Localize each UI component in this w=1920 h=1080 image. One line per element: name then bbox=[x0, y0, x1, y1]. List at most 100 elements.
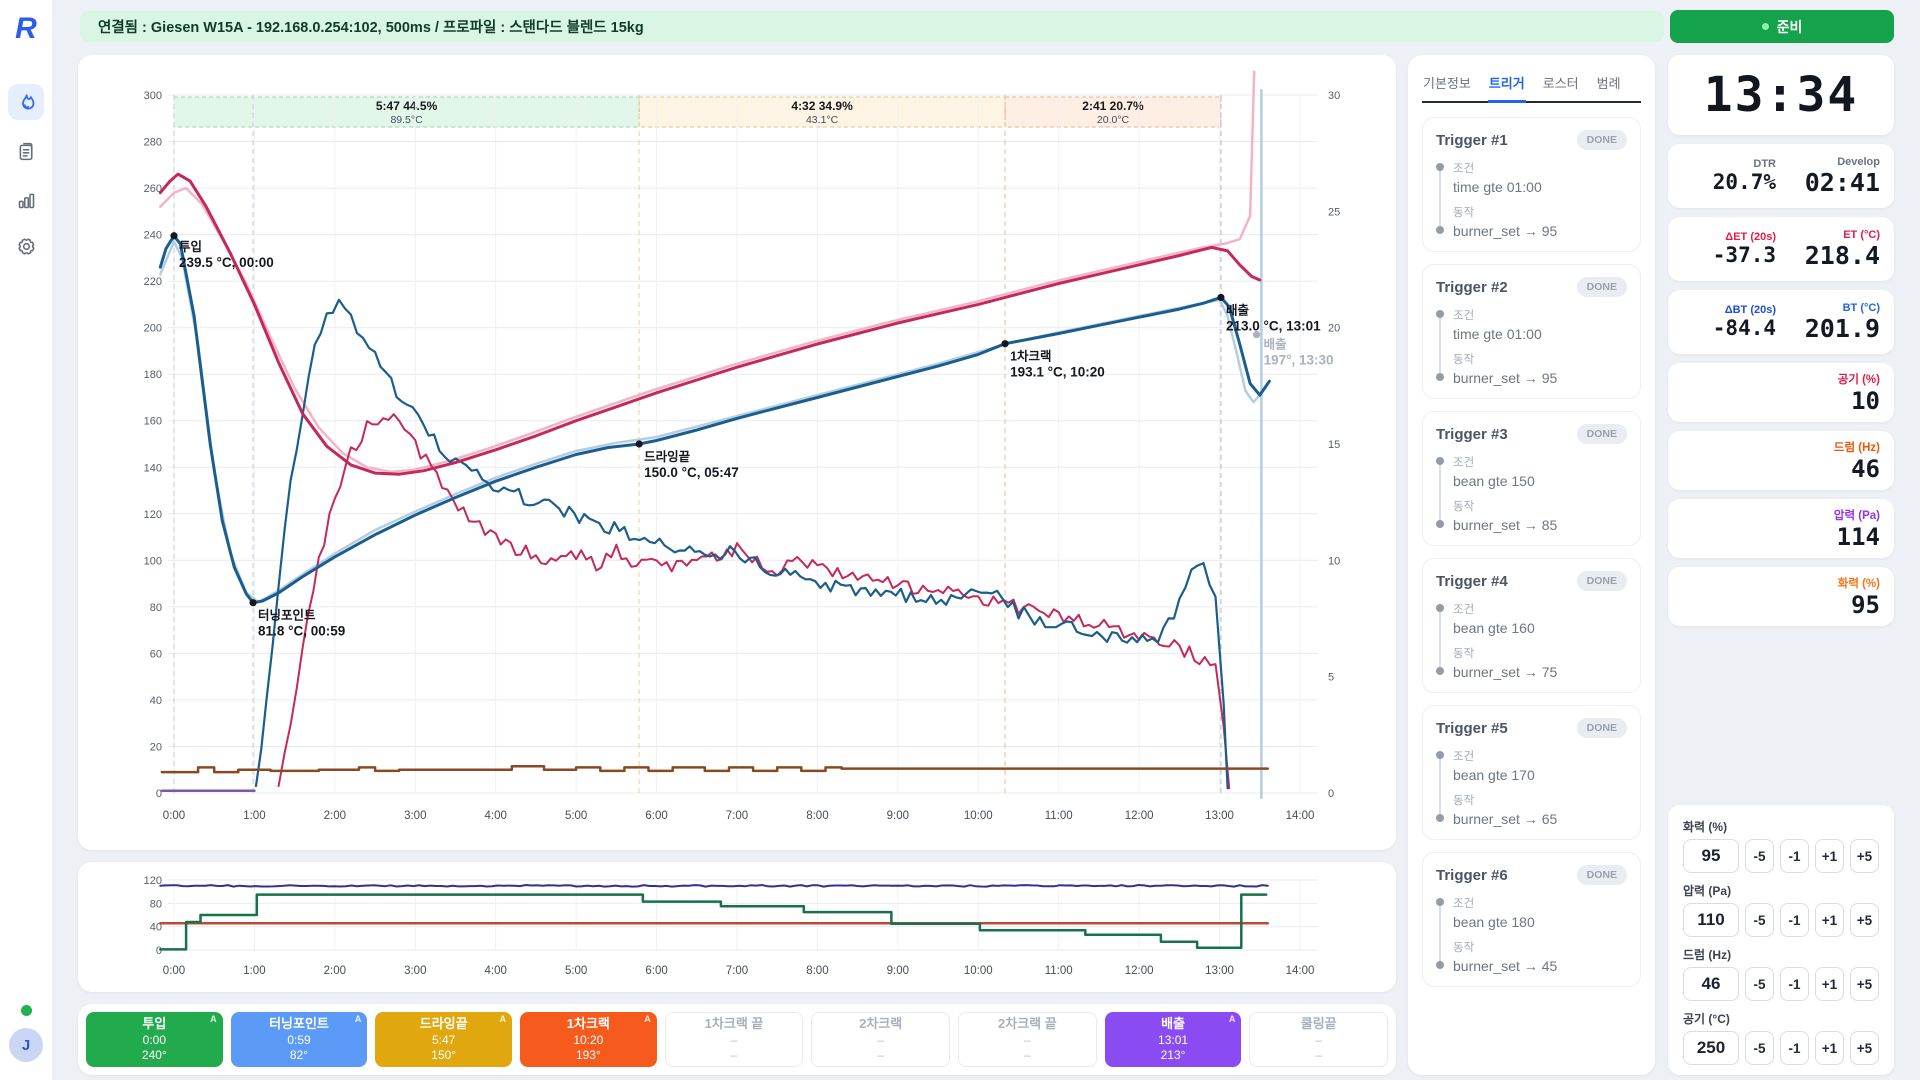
metric-label: Develop bbox=[1837, 155, 1880, 168]
control-step-button[interactable]: -1 bbox=[1780, 967, 1809, 1001]
control-history-chart[interactable]: 0 40 80 120 0:00 1:00 2:00 3:00 4:00 5:00 6:00 7:00… bbox=[78, 862, 1396, 990]
trigger-list: Trigger #1 DONE 조건 time gte 01:00 동작 burner_s… bbox=[1422, 117, 1641, 987]
app-logo: R bbox=[15, 12, 37, 45]
phase-time: – bbox=[1315, 1032, 1323, 1047]
action-value: burner_set → 85 bbox=[1453, 517, 1558, 533]
sidebar-item-settings[interactable] bbox=[8, 228, 44, 264]
metric-value: -84.4 bbox=[1712, 316, 1776, 340]
trigger-card-header: Trigger #6 DONE bbox=[1436, 865, 1627, 885]
sidebar-item-roast[interactable] bbox=[8, 84, 44, 120]
phase-button-7[interactable]: 2차크랙 끝 – – bbox=[958, 1012, 1097, 1067]
phase-button-3[interactable]: 드라잉끝 5:47 150° A bbox=[375, 1012, 513, 1067]
auto-badge: A bbox=[1228, 1014, 1236, 1024]
control-step-button[interactable]: -5 bbox=[1745, 903, 1774, 937]
svg-text:0: 0 bbox=[1328, 788, 1334, 800]
action-label: 동작 bbox=[1453, 354, 1475, 366]
condition-value: bean gte 150 bbox=[1453, 473, 1535, 489]
gear-icon bbox=[17, 237, 35, 255]
phase-button-5[interactable]: 1차크랙 끝 – – bbox=[664, 1012, 804, 1067]
timeline-dot bbox=[1436, 373, 1444, 381]
control-step-button[interactable]: +5 bbox=[1850, 839, 1879, 873]
trigger-timeline: 조건 time gte 01:00 동작 burner_set → 95 bbox=[1436, 160, 1627, 239]
control-step-button[interactable]: -1 bbox=[1780, 903, 1809, 937]
phase-button-9[interactable]: 쿨링끝 – – bbox=[1249, 1012, 1389, 1067]
status-badge: DONE bbox=[1576, 571, 1627, 591]
avatar[interactable]: J bbox=[9, 1028, 43, 1062]
phase-temp: 150° bbox=[431, 1047, 457, 1062]
timeline-dot bbox=[1436, 163, 1444, 171]
control-step-button[interactable]: +5 bbox=[1850, 1031, 1879, 1065]
metric-card-2: 드럼 (Hz) 46 bbox=[1668, 431, 1894, 490]
phase-label: 투입 bbox=[142, 1016, 167, 1032]
control-step-button[interactable]: +5 bbox=[1850, 967, 1879, 1001]
metric-label: 드럼 (Hz) bbox=[1833, 441, 1880, 454]
control-label: 압력 (Pa) bbox=[1683, 884, 1732, 898]
control-step-button[interactable]: -5 bbox=[1745, 1031, 1774, 1065]
phase-button-2[interactable]: 터닝포인트 0:59 82° A bbox=[230, 1012, 368, 1067]
phase-label: 2차크랙 끝 bbox=[998, 1016, 1057, 1032]
svg-text:10:00: 10:00 bbox=[964, 965, 993, 977]
svg-text:2:41 20.7%: 2:41 20.7% bbox=[1082, 99, 1144, 113]
svg-text:120: 120 bbox=[144, 509, 162, 521]
control-step-button[interactable]: +1 bbox=[1815, 903, 1844, 937]
svg-text:6:00: 6:00 bbox=[645, 810, 667, 822]
svg-text:4:32 34.9%: 4:32 34.9% bbox=[791, 99, 853, 113]
phase-button-4[interactable]: 1차크랙 10:20 193° A bbox=[520, 1012, 657, 1067]
svg-text:5:00: 5:00 bbox=[565, 965, 587, 977]
phase-temp: – bbox=[1315, 1047, 1323, 1062]
sidebar-item-stats[interactable] bbox=[8, 182, 44, 218]
action-label: 동작 bbox=[1453, 795, 1475, 807]
svg-text:9:00: 9:00 bbox=[887, 810, 909, 822]
auto-badge: A bbox=[644, 1014, 651, 1024]
svg-text:1차크랙: 1차크랙 bbox=[1010, 349, 1051, 364]
phase-temp: 213° bbox=[1160, 1047, 1186, 1062]
metric-label: 압력 (Pa) bbox=[1833, 509, 1880, 522]
control-step-button[interactable]: +1 bbox=[1815, 967, 1844, 1001]
svg-text:투입: 투입 bbox=[179, 240, 202, 254]
svg-text:240: 240 bbox=[144, 230, 162, 242]
phase-button-1[interactable]: 투입 0:00 240° A bbox=[86, 1012, 223, 1067]
condition-label: 조건 bbox=[1453, 898, 1475, 910]
tab-1[interactable]: 기본정보 bbox=[1423, 76, 1471, 91]
sidebar-item-profiles[interactable] bbox=[8, 133, 44, 169]
metrics-column: 13:34 DTR 20.7% Develop 02:41 ΔET (20s) -37.3… bbox=[1668, 55, 1894, 1075]
roast-curve-chart[interactable]: 5:47 44.5%89.5°C 4:32 34.9%43.1°C 2:41 20.… bbox=[78, 55, 1396, 848]
metric-label: 화력 (%) bbox=[1837, 577, 1880, 590]
status-badge: DONE bbox=[1576, 277, 1627, 297]
control-step-button[interactable]: +5 bbox=[1850, 903, 1879, 937]
tab-3[interactable]: 로스터 bbox=[1542, 76, 1579, 91]
tab-2[interactable]: 트리거 bbox=[1487, 69, 1526, 103]
control-step-button[interactable]: -1 bbox=[1780, 839, 1809, 873]
action-label: 동작 bbox=[1453, 207, 1475, 219]
condition-value: time gte 01:00 bbox=[1453, 179, 1542, 195]
svg-text:1:00: 1:00 bbox=[243, 965, 265, 977]
control-row-1: 화력 (%) 95 -5 -1 +1 +5 bbox=[1683, 818, 1879, 873]
metric-value: 95 bbox=[1851, 590, 1880, 619]
trigger-card-6: Trigger #6 DONE 조건 bean gte 180 동작 burner_set… bbox=[1422, 852, 1641, 987]
control-step-button[interactable]: -5 bbox=[1745, 839, 1774, 873]
control-step-button[interactable]: +1 bbox=[1815, 839, 1844, 873]
condition-value: bean gte 160 bbox=[1453, 620, 1535, 636]
svg-text:40: 40 bbox=[150, 922, 162, 934]
timeline-dot bbox=[1436, 226, 1444, 234]
control-step-button[interactable]: -1 bbox=[1780, 1031, 1809, 1065]
metric-card-3: 압력 (Pa) 114 bbox=[1668, 499, 1894, 558]
sidebar: R J bbox=[0, 0, 52, 1080]
svg-text:2:00: 2:00 bbox=[324, 810, 346, 822]
trigger-card-2: Trigger #2 DONE 조건 time gte 01:00 동작 burner_s… bbox=[1422, 264, 1641, 399]
control-step-button[interactable]: -5 bbox=[1745, 967, 1774, 1001]
svg-text:5:00: 5:00 bbox=[565, 810, 587, 822]
control-value: 110 bbox=[1683, 903, 1739, 937]
svg-text:8:00: 8:00 bbox=[806, 810, 828, 822]
phase-button-8[interactable]: 배출 13:01 213° A bbox=[1104, 1012, 1242, 1067]
tab-4[interactable]: 범례 bbox=[1596, 76, 1621, 91]
control-step-button[interactable]: +1 bbox=[1815, 1031, 1844, 1065]
phase-label: 터닝포인트 bbox=[269, 1016, 329, 1032]
svg-text:12:00: 12:00 bbox=[1125, 810, 1154, 822]
phase-button-6[interactable]: 2차크랙 – – bbox=[811, 1012, 951, 1067]
ready-button[interactable]: 준비 bbox=[1670, 10, 1894, 43]
action-value: burner_set → 65 bbox=[1453, 811, 1558, 827]
svg-text:193.1 °C, 10:20: 193.1 °C, 10:20 bbox=[1010, 365, 1105, 380]
svg-text:1:00: 1:00 bbox=[243, 810, 265, 822]
status-badge: DONE bbox=[1576, 718, 1627, 738]
